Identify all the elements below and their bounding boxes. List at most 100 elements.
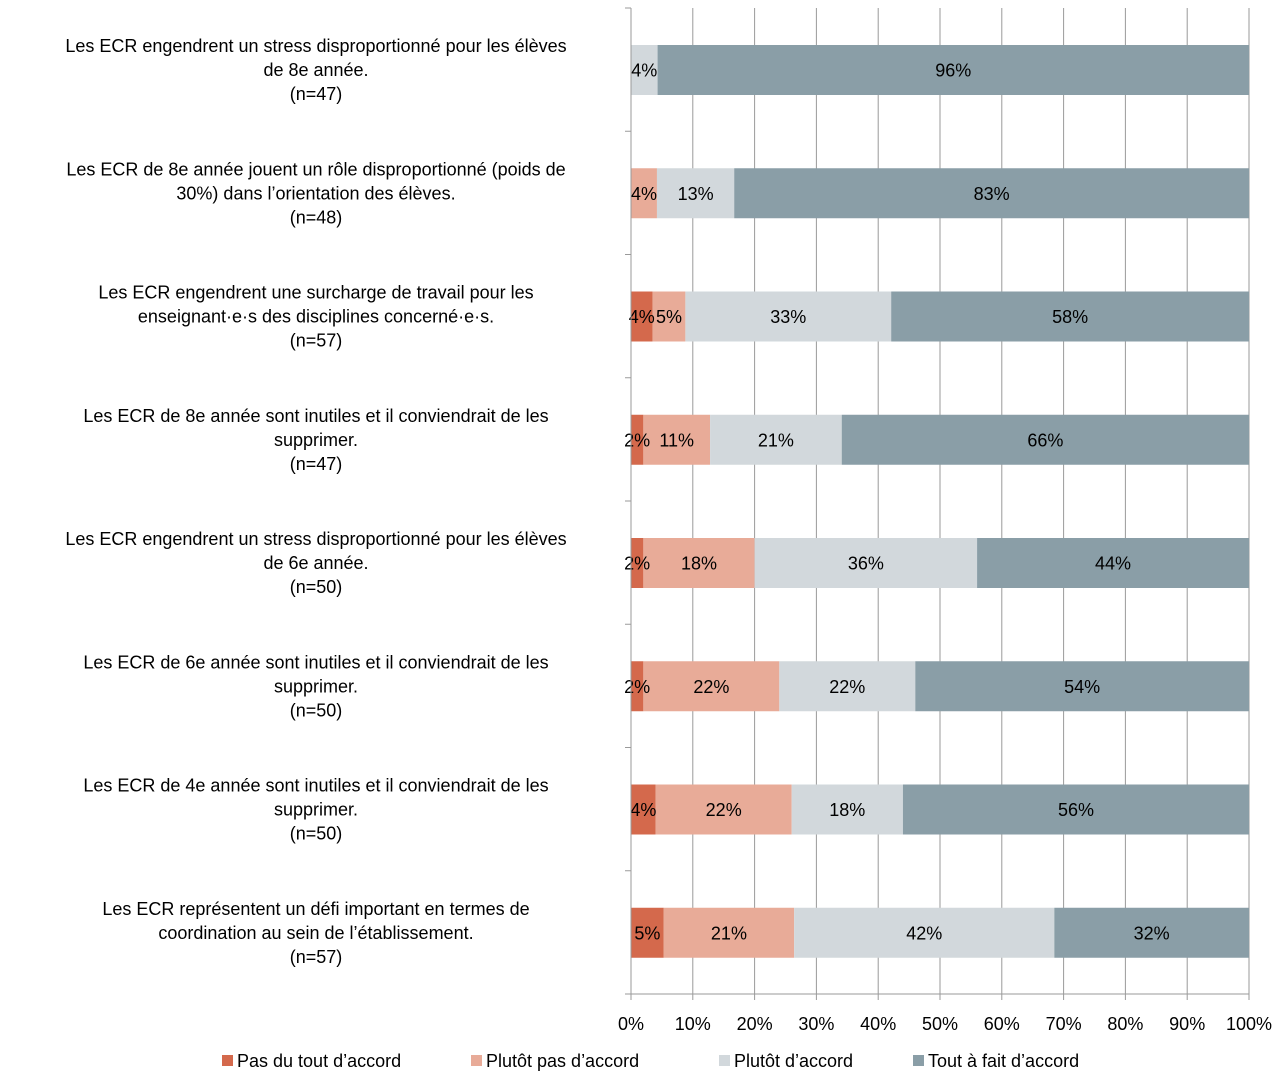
bar-segment	[1054, 907, 1249, 958]
legend: Pas du tout d’accord Plutôt pas d’accord P…	[222, 1051, 1079, 1071]
x-tick-label: 70%	[1046, 1014, 1082, 1034]
bar-segment	[794, 907, 1055, 958]
bar-segment	[631, 784, 656, 835]
x-tick-label: 10%	[675, 1014, 711, 1034]
data-label: 4%	[631, 184, 657, 204]
data-label: 22%	[706, 800, 742, 820]
bar-segment	[734, 168, 1249, 219]
category-label: enseignant·e·s des disciplines concerné·…	[138, 307, 494, 327]
bar-segment	[754, 538, 978, 588]
category-label: (n=50)	[290, 700, 343, 720]
legend-label: Tout à fait d’accord	[928, 1051, 1079, 1071]
bar-segment	[631, 661, 644, 712]
x-tick-label: 90%	[1169, 1014, 1205, 1034]
category-label: (n=47)	[290, 454, 343, 474]
bar-segment	[977, 538, 1249, 588]
category-label: coordination au sein de l’établissement.	[158, 923, 473, 943]
data-label: 5%	[656, 307, 682, 327]
category-label: Les ECR engendrent un stress disproporti…	[65, 529, 566, 549]
bar-segment	[643, 661, 780, 712]
category-label: (n=50)	[290, 577, 343, 597]
grid-lines	[692, 8, 1250, 994]
bar-segment	[915, 661, 1249, 712]
category-label: Les ECR de 6e année sont inutiles et il …	[83, 652, 548, 672]
data-label: 21%	[711, 923, 747, 943]
category-label: (n=50)	[290, 824, 343, 844]
x-tick-label: 100%	[1226, 1014, 1272, 1034]
bar-segment	[779, 661, 916, 712]
data-label: 44%	[1095, 554, 1131, 574]
axes: 0% 10% 20% 30% 40% 50% 60% 70% 80% 90% 100%	[618, 7, 1272, 1034]
data-label: 18%	[681, 554, 717, 574]
data-label: 2%	[624, 554, 650, 574]
category-label: (n=47)	[290, 84, 343, 104]
legend-swatch	[913, 1055, 924, 1066]
legend-label: Plutôt d’accord	[734, 1051, 853, 1071]
data-label: 96%	[935, 61, 971, 81]
bar-segment	[663, 907, 795, 958]
category-label: supprimer.	[274, 676, 358, 696]
data-label: 21%	[758, 430, 794, 450]
bar-segment	[631, 907, 664, 958]
category-label: Les ECR de 4e année sont inutiles et il …	[83, 776, 548, 796]
category-label: (n=57)	[290, 947, 343, 967]
category-label: supprimer.	[274, 430, 358, 450]
legend-label: Pas du tout d’accord	[237, 1051, 401, 1071]
data-label: 5%	[634, 923, 660, 943]
category-labels: Les ECR engendrent un stress disproporti…	[65, 36, 566, 967]
bar-segment	[631, 414, 644, 465]
x-tick-label: 80%	[1107, 1014, 1143, 1034]
data-label: 4%	[631, 61, 657, 81]
data-label: 32%	[1134, 923, 1170, 943]
category-label: Les ECR engendrent une surcharge de trav…	[98, 283, 533, 303]
legend-label: Plutôt pas d’accord	[486, 1051, 639, 1071]
data-label: 83%	[974, 184, 1010, 204]
legend-swatch	[471, 1055, 482, 1066]
bar-segment	[710, 414, 842, 465]
data-label: 2%	[624, 677, 650, 697]
data-label: 4%	[630, 800, 656, 820]
x-tick-label: 30%	[798, 1014, 834, 1034]
category-label: supprimer.	[274, 800, 358, 820]
category-label: de 6e année.	[263, 553, 368, 573]
data-label: 66%	[1027, 430, 1063, 450]
data-label: 56%	[1058, 800, 1094, 820]
bar-segment	[631, 538, 644, 588]
data-label: 2%	[624, 430, 650, 450]
category-label: 30%) dans l’orientation des élèves.	[176, 183, 455, 203]
bar-segment	[643, 538, 755, 588]
category-label: Les ECR de 8e année jouent un rôle dispr…	[66, 159, 565, 179]
bar-segment	[841, 414, 1249, 465]
legend-swatch	[222, 1055, 233, 1066]
category-label: (n=57)	[290, 331, 343, 351]
data-labels: 4% 96%4% 13% 83%4% 5% 33% 58%2% 11% 21% 66%2% 18% 3…	[624, 61, 1170, 944]
data-label: 42%	[906, 923, 942, 943]
x-tick-label: 60%	[984, 1014, 1020, 1034]
data-label: 33%	[770, 307, 806, 327]
bar-segment	[631, 168, 657, 219]
bar-segment	[652, 291, 686, 342]
bar-segment	[791, 784, 903, 835]
data-label: 22%	[693, 677, 729, 697]
bar-segment	[656, 168, 735, 219]
category-label: (n=48)	[290, 207, 343, 227]
bar-segment	[657, 45, 1249, 95]
data-label: 36%	[848, 554, 884, 574]
bar-segment	[631, 291, 653, 342]
category-label: Les ECR de 8e année sont inutiles et il …	[83, 406, 548, 426]
bar-segment	[655, 784, 792, 835]
bar-segment	[891, 291, 1249, 342]
data-label: 58%	[1052, 307, 1088, 327]
bar-segment	[902, 784, 1249, 835]
legend-swatch	[719, 1055, 730, 1066]
x-tick-label: 50%	[922, 1014, 958, 1034]
category-label: Les ECR engendrent un stress disproporti…	[65, 36, 566, 56]
bar-segment	[631, 45, 658, 95]
x-tick-label: 40%	[860, 1014, 896, 1034]
bar-segment	[685, 291, 892, 342]
bars	[631, 45, 1249, 958]
data-label: 54%	[1064, 677, 1100, 697]
x-tick-label: 0%	[618, 1014, 644, 1034]
